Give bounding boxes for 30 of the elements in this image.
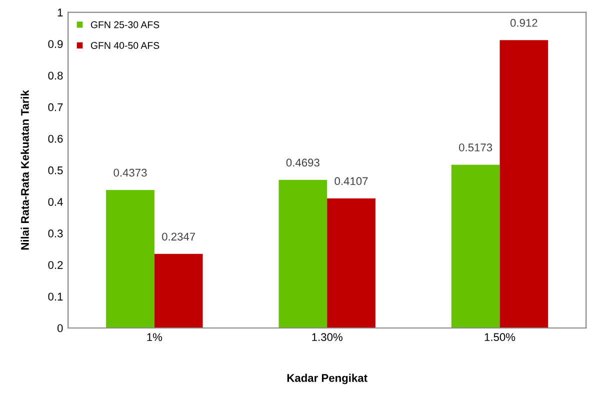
- y-tick-label: 0.6: [48, 134, 63, 143]
- y-tick-label: 0.8: [48, 72, 63, 80]
- bar: [106, 190, 154, 328]
- y-tick-label: 0: [57, 324, 63, 332]
- y-tick-label: 0.7: [48, 103, 63, 112]
- legend-label: GFN 25-30 AFS: [90, 21, 160, 28]
- data-label: 0.4107: [334, 177, 368, 186]
- x-tick-label: 1.30%: [312, 333, 342, 342]
- data-label: 0.5173: [459, 144, 492, 152]
- y-tick-label: 0.2: [48, 261, 63, 269]
- y-tick-label: 0.4: [48, 198, 63, 206]
- data-label: 0.4693: [286, 158, 320, 167]
- bar: [154, 254, 203, 328]
- bar: [500, 40, 548, 328]
- y-tick-label: 0.5: [48, 166, 63, 174]
- y-axis-title: Nilai Rata-Rata Kekuatan Tarik: [20, 90, 29, 250]
- y-tick-label: 0.9: [48, 40, 63, 48]
- x-axis-title: Kadar Pengikat: [287, 374, 368, 384]
- bar: [451, 164, 500, 328]
- y-tick-label: 1: [58, 8, 63, 16]
- data-label: 0.2347: [162, 232, 196, 241]
- data-label: 0.4373: [114, 168, 147, 177]
- data-label: 0.912: [510, 18, 538, 27]
- bar: [278, 180, 328, 328]
- x-tick-label: 1.50%: [484, 333, 516, 342]
- bar: [327, 198, 376, 328]
- legend-label: GFN 40-50 AFS: [90, 42, 160, 49]
- x-tick-label: 1%: [147, 333, 162, 341]
- y-tick-label: 0.3: [48, 230, 63, 238]
- y-tick-label: 0.1: [48, 292, 63, 301]
